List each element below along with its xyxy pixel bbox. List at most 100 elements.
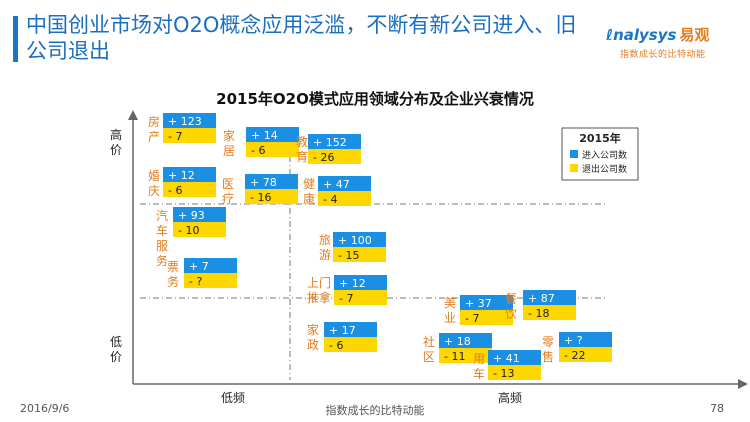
enter-box — [460, 295, 513, 310]
exit-value: - 7 — [168, 130, 182, 143]
page-title: 中国创业市场对O2O概念应用泛滥，不断有新公司进入、旧公司退出 — [26, 13, 577, 63]
exit-box — [324, 337, 377, 352]
exit-value: - 16 — [250, 191, 271, 204]
enter-box — [324, 322, 377, 337]
enter-value: + 123 — [168, 115, 202, 128]
exit-box — [488, 365, 541, 380]
logo-word: nalysys — [613, 26, 677, 44]
footer-date: 2016/9/6 — [20, 402, 70, 415]
exit-value: - 26 — [313, 151, 334, 164]
exit-value: - ? — [189, 275, 202, 288]
exit-value: - 22 — [564, 349, 585, 362]
exit-box — [334, 290, 387, 305]
enter-box — [333, 232, 386, 247]
exit-box — [184, 273, 237, 288]
enter-box — [163, 167, 216, 182]
sector-label: 医疗 — [222, 177, 234, 206]
enter-value: + 14 — [251, 129, 278, 142]
sector-label: 上门推拿 — [307, 275, 331, 305]
exit-box — [246, 142, 299, 157]
exit-box — [559, 347, 612, 362]
y-axis-low-label: 低价 — [110, 335, 122, 364]
analysys-logo: ℓnalysys 易观 指数成长的比特动能 — [606, 24, 736, 60]
exit-box — [245, 189, 298, 204]
enter-box — [163, 113, 216, 128]
sector-label: 房产 — [148, 114, 160, 144]
sector-label: 汽车服务 — [156, 208, 168, 268]
x-axis-arrow — [738, 379, 748, 389]
page-number: 78 — [710, 402, 724, 415]
logo-tagline: 指数成长的比特动能 — [620, 50, 706, 60]
exit-value: - 15 — [338, 249, 359, 262]
enter-box — [184, 258, 237, 273]
exit-value: - 6 — [251, 144, 265, 157]
enter-box — [334, 275, 387, 290]
legend-label: 进入公司数 — [582, 149, 627, 161]
enter-box — [246, 127, 299, 142]
sector-label: 教育 — [296, 134, 308, 164]
enter-box — [318, 176, 371, 191]
sector-label: 健康 — [303, 177, 315, 206]
enter-box — [488, 350, 541, 365]
sector-label: 婚庆 — [148, 169, 160, 198]
title-accent-bar — [13, 16, 18, 62]
legend-swatch — [570, 150, 578, 158]
enter-value: + 47 — [323, 178, 350, 191]
exit-box — [308, 149, 361, 164]
logo-cn: 易观 — [679, 26, 710, 44]
enter-value: + 17 — [329, 324, 356, 337]
enter-value: + 152 — [313, 136, 347, 149]
exit-box — [523, 305, 576, 320]
enter-value: + 78 — [250, 176, 277, 189]
enter-value: + 37 — [465, 297, 492, 310]
exit-value: - 6 — [329, 339, 343, 352]
exit-box — [163, 128, 216, 143]
legend-label: 退出公司数 — [582, 163, 627, 175]
exit-box — [439, 348, 492, 363]
exit-value: - 13 — [493, 367, 514, 380]
enter-box — [559, 332, 612, 347]
exit-value: - 10 — [178, 224, 199, 237]
enter-value: + 100 — [338, 234, 372, 247]
chart-title: 2015年O2O模式应用领域分布及企业兴衰情况 — [216, 90, 534, 108]
exit-box — [333, 247, 386, 262]
exit-box — [163, 182, 216, 197]
footer-tagline: 指数成长的比特动能 — [325, 404, 425, 417]
enter-value: + 41 — [493, 352, 520, 365]
enter-box — [173, 207, 226, 222]
enter-value: + 93 — [178, 209, 205, 222]
sector-label: 美业 — [444, 296, 456, 325]
exit-value: - 7 — [465, 312, 479, 325]
exit-value: - 18 — [528, 307, 549, 320]
enter-value: + 18 — [444, 335, 471, 348]
sector-label: 餐饮 — [505, 291, 517, 321]
y-axis-high-label: 高价 — [110, 127, 122, 157]
exit-box — [460, 310, 513, 325]
sector-label: 票务 — [167, 260, 179, 289]
sector-label: 家政 — [307, 322, 319, 352]
legend-swatch — [570, 164, 578, 172]
enter-value: + 12 — [339, 277, 366, 290]
x-axis-low-label: 低频 — [221, 391, 245, 405]
sector-label: 零售 — [542, 335, 554, 364]
enter-box — [308, 134, 361, 149]
enter-box — [245, 174, 298, 189]
exit-box — [173, 222, 226, 237]
sector-label: 家居 — [223, 128, 235, 158]
sector-label: 社区 — [423, 334, 435, 364]
enter-value: + 7 — [189, 260, 209, 273]
enter-box — [523, 290, 576, 305]
enter-value: + ? — [564, 334, 583, 347]
exit-box — [318, 191, 371, 206]
enter-value: + 12 — [168, 169, 195, 182]
legend-title: 2015年 — [579, 131, 621, 145]
x-axis-high-label: 高频 — [498, 390, 522, 405]
exit-value: - 7 — [339, 292, 353, 305]
exit-value: - 6 — [168, 184, 182, 197]
y-axis-arrow — [128, 110, 138, 120]
enter-box — [439, 333, 492, 348]
exit-value: - 4 — [323, 193, 337, 206]
exit-value: - 11 — [444, 350, 465, 363]
sector-label: 旅游 — [319, 233, 331, 262]
